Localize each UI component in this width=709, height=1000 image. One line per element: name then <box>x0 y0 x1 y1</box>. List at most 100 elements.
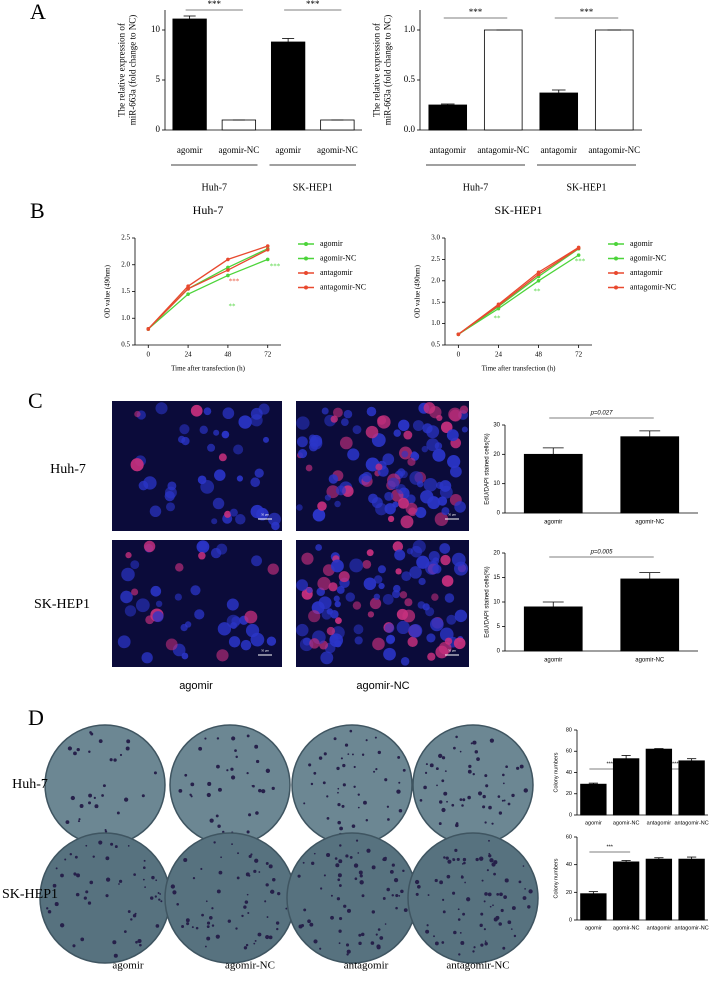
colony <box>443 791 448 796</box>
y-tick-label: 30 <box>493 423 500 429</box>
colony <box>488 852 491 855</box>
colony <box>52 883 57 888</box>
y-tick-label: 1.5 <box>121 287 130 295</box>
y-axis-label: EdU/DAPI stained cells(%) <box>485 566 491 637</box>
colony <box>447 859 452 864</box>
nucleus <box>441 575 454 587</box>
colony <box>395 906 398 910</box>
nucleus <box>155 600 163 608</box>
column-label: agomir <box>112 960 143 972</box>
colony <box>338 942 341 945</box>
colony <box>85 844 88 847</box>
nucleus <box>339 436 353 450</box>
colony <box>460 941 465 945</box>
significance-label: ** <box>534 288 542 296</box>
nucleus <box>203 407 212 416</box>
nucleus <box>175 563 184 572</box>
colony <box>64 858 67 861</box>
colony <box>495 915 500 920</box>
colony <box>397 755 401 759</box>
group-label: SK-HEP1 <box>293 182 333 193</box>
colony <box>461 804 464 807</box>
nucleus <box>254 468 264 478</box>
nucleus <box>121 567 135 582</box>
image-layer: 50 μm 50 μm 50 μm 50 μm <box>39 401 539 964</box>
colony <box>452 891 456 895</box>
colony <box>265 862 269 865</box>
bar <box>580 783 607 816</box>
colony <box>73 872 77 876</box>
y-tick-label: 0.5 <box>431 341 440 349</box>
colony <box>204 945 207 948</box>
colony <box>159 893 161 895</box>
chart: 0.0 0.5 1.0 The relative expression of miR-6… <box>372 7 642 193</box>
nucleus <box>296 623 309 637</box>
colony <box>190 782 195 787</box>
colony <box>78 818 81 821</box>
point <box>146 327 151 331</box>
bar <box>645 748 673 816</box>
colony <box>195 926 199 930</box>
y-axis-label: Colony numbers <box>553 752 559 792</box>
point <box>186 284 190 288</box>
nucleus <box>444 637 453 645</box>
colony <box>398 781 401 784</box>
nucleus <box>365 425 379 439</box>
nucleus <box>155 402 168 415</box>
chart: 0.5 1.0 1.5 2.0 2.5 3.0 OD value (490nm) 0 24 48 7… <box>414 203 676 373</box>
nucleus <box>198 541 208 551</box>
x-tick-label: agomir-NC <box>635 520 665 526</box>
colony <box>474 750 479 754</box>
colony <box>393 877 399 883</box>
colony <box>322 781 326 785</box>
panel-letter: D <box>28 705 44 730</box>
y-tick-label: 2.5 <box>431 255 440 263</box>
nucleus <box>343 409 353 419</box>
colony <box>231 843 233 846</box>
y-tick-label: 0.5 <box>404 74 416 84</box>
colony <box>345 854 349 858</box>
nucleus <box>407 457 416 466</box>
colony <box>346 949 351 954</box>
nucleus <box>407 636 418 648</box>
colony <box>248 854 252 859</box>
colony <box>172 890 177 895</box>
colony <box>326 852 331 858</box>
colony <box>113 953 118 958</box>
colony <box>484 892 488 896</box>
colony <box>470 742 473 745</box>
nucleus <box>428 551 440 563</box>
nucleus <box>415 507 427 519</box>
significance-label: *** <box>580 7 594 17</box>
nucleus <box>317 576 331 591</box>
colony <box>302 861 305 864</box>
colony <box>337 820 341 825</box>
nucleus <box>296 436 308 448</box>
nucleus <box>434 442 443 450</box>
x-tick-label: agomir <box>177 145 203 155</box>
nucleus <box>461 426 468 433</box>
group-label: Huh-7 <box>201 182 227 193</box>
nucleus <box>198 552 206 560</box>
colony <box>253 942 256 945</box>
nucleus <box>412 420 424 432</box>
colony <box>102 784 106 788</box>
colony <box>480 912 484 916</box>
colony <box>435 767 439 771</box>
x-tick-label: antagomir-NC <box>675 820 709 826</box>
colony <box>245 872 250 877</box>
colony <box>467 795 471 800</box>
x-tick-label: 24 <box>495 351 503 359</box>
nucleus <box>432 564 442 574</box>
legend-label: antagomir <box>320 268 353 277</box>
colony <box>176 902 179 906</box>
nucleus <box>211 518 218 525</box>
nucleus <box>181 652 189 660</box>
nucleus <box>332 407 343 418</box>
colony <box>468 764 472 769</box>
nucleus <box>229 508 238 517</box>
colony <box>85 890 89 894</box>
colony <box>313 852 316 855</box>
colony <box>127 845 130 847</box>
